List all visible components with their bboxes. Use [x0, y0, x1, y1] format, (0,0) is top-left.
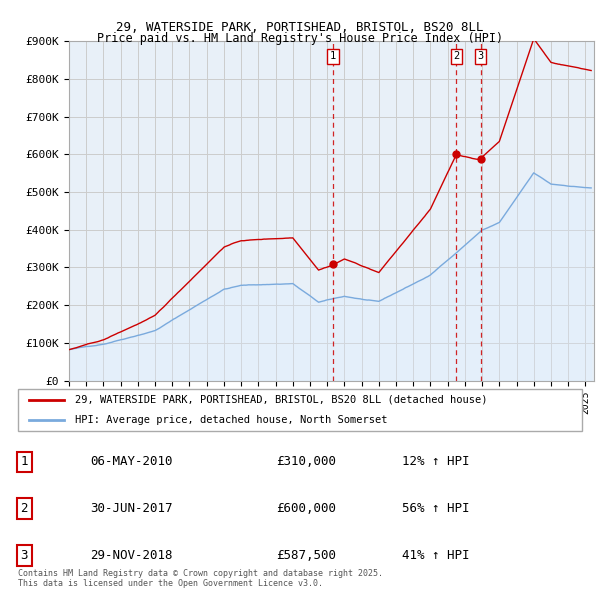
Text: Price paid vs. HM Land Registry's House Price Index (HPI): Price paid vs. HM Land Registry's House … [97, 32, 503, 45]
Text: 29, WATERSIDE PARK, PORTISHEAD, BRISTOL, BS20 8LL (detached house): 29, WATERSIDE PARK, PORTISHEAD, BRISTOL,… [76, 395, 488, 405]
Text: 3: 3 [20, 549, 28, 562]
Text: HPI: Average price, detached house, North Somerset: HPI: Average price, detached house, Nort… [76, 415, 388, 425]
Text: 41% ↑ HPI: 41% ↑ HPI [402, 549, 470, 562]
Text: 12% ↑ HPI: 12% ↑ HPI [402, 455, 470, 468]
Text: 29-NOV-2018: 29-NOV-2018 [90, 549, 173, 562]
Text: 06-MAY-2010: 06-MAY-2010 [90, 455, 173, 468]
Text: 56% ↑ HPI: 56% ↑ HPI [402, 502, 470, 515]
Text: 2: 2 [20, 502, 28, 515]
Text: Contains HM Land Registry data © Crown copyright and database right 2025.
This d: Contains HM Land Registry data © Crown c… [18, 569, 383, 588]
Text: £310,000: £310,000 [276, 455, 336, 468]
Text: £587,500: £587,500 [276, 549, 336, 562]
Text: 1: 1 [20, 455, 28, 468]
Text: 3: 3 [478, 51, 484, 61]
Text: 2: 2 [453, 51, 460, 61]
Text: 29, WATERSIDE PARK, PORTISHEAD, BRISTOL, BS20 8LL: 29, WATERSIDE PARK, PORTISHEAD, BRISTOL,… [116, 21, 484, 34]
Text: £600,000: £600,000 [276, 502, 336, 515]
Text: 30-JUN-2017: 30-JUN-2017 [90, 502, 173, 515]
Text: 1: 1 [330, 51, 337, 61]
FancyBboxPatch shape [18, 389, 582, 431]
